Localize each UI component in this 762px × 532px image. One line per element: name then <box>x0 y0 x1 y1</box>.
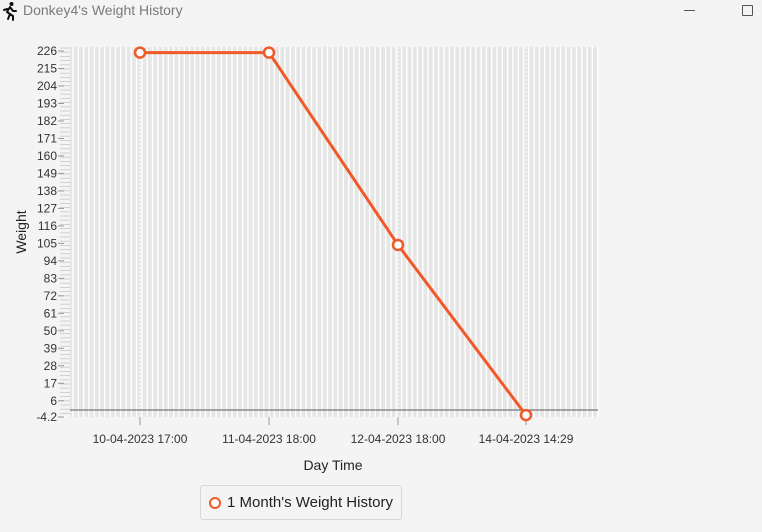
y-tick-label: 171 <box>37 131 57 145</box>
window-title: Donkey4's Weight History <box>23 2 183 18</box>
y-tick-label: 6 <box>50 394 57 408</box>
y-tick-label: 39 <box>44 341 58 355</box>
x-tick-label: 10-04-2023 17:00 <box>93 432 188 446</box>
y-tick-label: 28 <box>44 359 58 373</box>
vertical-grid <box>72 47 599 417</box>
data-point <box>391 238 405 252</box>
data-point <box>133 46 147 59</box>
x-axis-title: Day Time <box>303 457 362 473</box>
x-tick-label: 14-04-2023 14:29 <box>479 432 574 446</box>
horizontal-grid <box>60 47 70 414</box>
y-tick-label: 204 <box>37 79 57 93</box>
legend: 1 Month's Weight History <box>200 485 402 520</box>
maximize-button[interactable] <box>736 2 760 20</box>
data-point <box>519 408 533 422</box>
y-tick-label: 94 <box>44 254 58 268</box>
series-points <box>133 46 533 422</box>
y-tick-label: 215 <box>37 61 57 75</box>
data-point <box>262 46 276 59</box>
y-tick-label: 138 <box>37 184 57 198</box>
y-tick-label: 160 <box>37 149 57 163</box>
legend-marker-icon <box>209 497 221 509</box>
y-tick-label: 83 <box>44 271 58 285</box>
y-tick-label: 50 <box>44 324 58 338</box>
minimize-button[interactable] <box>678 2 702 20</box>
y-tick-label: 193 <box>37 96 57 110</box>
series-line <box>140 51 528 416</box>
y-tick-label: 72 <box>44 289 58 303</box>
y-tick-label: 226 <box>37 44 57 58</box>
y-tick-label: 182 <box>37 114 57 128</box>
y-tick-label: 149 <box>37 166 57 180</box>
y-axis: 226 215 204 193 182 171 160 149 138 127 116 105 94 83… <box>36 44 64 424</box>
y-tick-label: 127 <box>37 201 57 215</box>
y-tick-label: 61 <box>44 306 58 320</box>
title-bar: Donkey4's Weight History <box>0 0 762 22</box>
y-tick-label: 116 <box>38 219 57 233</box>
weight-chart: 226 215 204 193 182 171 160 149 138 127 116 105 94 83… <box>13 44 599 473</box>
running-person-icon <box>3 2 17 21</box>
legend-label: 1 Month's Weight History <box>227 494 393 511</box>
y-tick-label: 17 <box>44 376 58 390</box>
x-axis: 10-04-2023 17:00 11-04-2023 18:00 12-04-20… <box>93 47 574 446</box>
x-tick-label: 11-04-2023 18:00 <box>222 432 316 446</box>
x-tick-label: 12-04-2023 18:00 <box>351 432 446 446</box>
y-tick-label: 105 <box>37 236 57 250</box>
y-tick-label: -4.2 <box>36 410 57 424</box>
y-axis-title: Weight <box>13 210 29 253</box>
